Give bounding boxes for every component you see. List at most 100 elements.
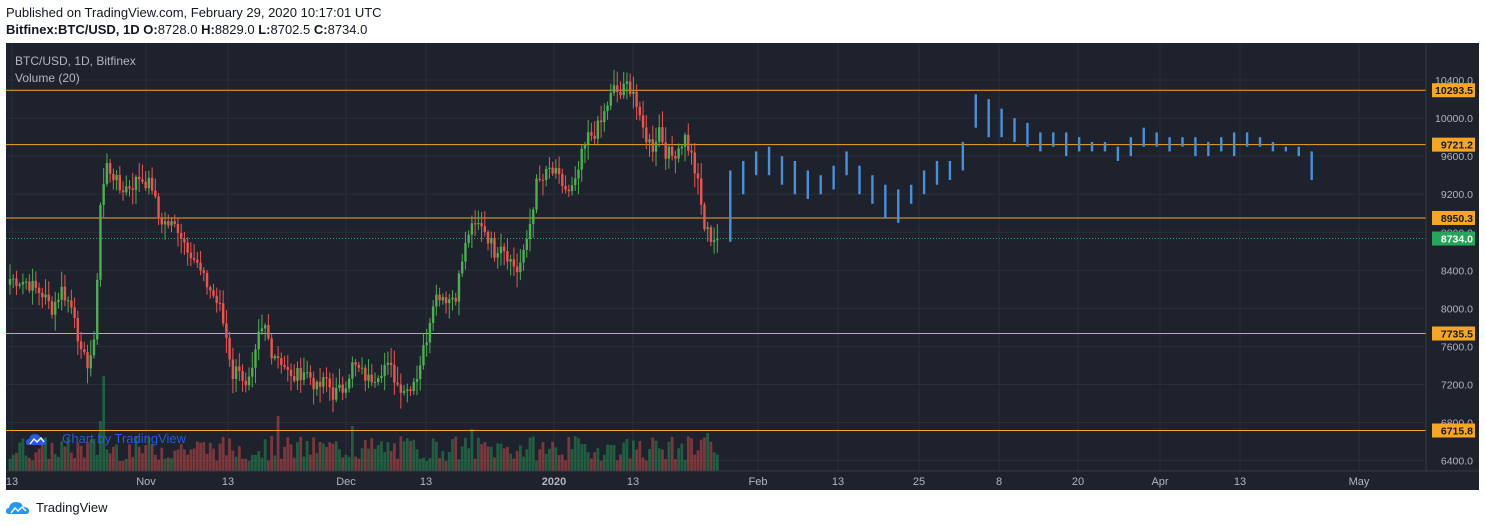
- candle-body: [73, 307, 76, 319]
- candle-body: [328, 378, 331, 388]
- candle-body: [344, 388, 348, 393]
- volume-bar: [150, 443, 154, 471]
- candle-body: [709, 227, 713, 242]
- volume-bar: [131, 456, 135, 471]
- projection-bar: [1052, 132, 1055, 147]
- projection-bar: [767, 146, 771, 176]
- candle-body: [70, 300, 73, 308]
- projection-bar: [1194, 137, 1197, 157]
- price-chart[interactable]: 10400.010000.09600.09200.08800.08400.080…: [6, 43, 1479, 490]
- projection-bar: [1310, 151, 1313, 180]
- candle-body: [76, 318, 80, 342]
- candle-body: [512, 259, 516, 267]
- candle-body: [357, 364, 361, 368]
- volume-bar: [215, 460, 219, 471]
- volume-bar: [363, 439, 367, 471]
- price-axis: 10400.010000.09600.09200.08800.08400.080…: [1425, 43, 1479, 490]
- volume-bar: [409, 441, 412, 471]
- candle-body: [570, 185, 574, 192]
- candle-body: [315, 381, 319, 390]
- candle-body: [619, 91, 622, 96]
- candle-body: [8, 279, 12, 285]
- candle-body: [499, 246, 503, 254]
- candle-body: [564, 185, 567, 190]
- volume-bar: [15, 452, 18, 471]
- candle-body: [690, 150, 693, 153]
- projection-bar: [1142, 127, 1145, 147]
- projection-bar: [1284, 146, 1288, 152]
- volume-bar: [163, 458, 167, 471]
- candle-body: [467, 234, 470, 243]
- volume-bar: [95, 454, 99, 471]
- candle-body: [338, 384, 341, 388]
- volume-bar: [111, 446, 115, 471]
- candle-body: [228, 337, 231, 360]
- candle-body: [648, 139, 651, 143]
- volume-bar: [428, 458, 432, 471]
- candle-body: [205, 272, 209, 288]
- volume-bar: [628, 458, 632, 471]
- volume-bar: [237, 446, 241, 471]
- volume-bar: [651, 437, 655, 471]
- projection-bar: [729, 170, 732, 242]
- x-tick-label: Feb: [749, 476, 768, 488]
- volume-label: Volume (20): [15, 71, 80, 85]
- volume-bar: [89, 439, 93, 471]
- volume-bar: [208, 442, 212, 471]
- candle-body: [538, 178, 541, 180]
- candle-body: [238, 366, 241, 372]
- candle-body: [441, 297, 445, 301]
- candle-body: [525, 238, 528, 250]
- volume-bar: [544, 453, 548, 471]
- candle-body: [628, 81, 632, 95]
- volume-bar: [635, 449, 639, 471]
- candle-body: [461, 261, 464, 274]
- x-tick-label: 13: [627, 476, 639, 488]
- candle-body: [364, 367, 367, 381]
- candle-body: [383, 364, 386, 376]
- candle-body: [318, 381, 322, 387]
- candle-body: [221, 303, 225, 324]
- candle-body: [18, 284, 21, 286]
- candle-body: [548, 167, 551, 170]
- candle-body: [667, 146, 671, 159]
- volume-bar: [715, 454, 719, 471]
- candle-body: [464, 242, 467, 262]
- volume-bar: [231, 450, 235, 471]
- close-value: 8734.0: [327, 22, 368, 37]
- volume-bar: [308, 454, 312, 471]
- projection-bar: [974, 94, 977, 128]
- candle-body: [557, 168, 561, 175]
- candle-body: [86, 352, 89, 369]
- ohlc-legend: Bitfinex:BTC/USD, 1D O:8728.0 H:8829.0 L…: [6, 22, 367, 37]
- candle-body: [121, 190, 125, 193]
- volume-bar: [50, 442, 54, 471]
- volume-bar: [128, 444, 131, 471]
- level-label: 6715.8: [1441, 426, 1473, 438]
- volume-bar: [541, 442, 545, 471]
- candle-body: [603, 111, 606, 123]
- candle-body: [680, 146, 684, 149]
- close-label: C:: [313, 22, 328, 37]
- volume-bar: [273, 455, 277, 471]
- volume-bar: [596, 448, 600, 471]
- candle-body: [102, 183, 105, 205]
- candle-body: [179, 233, 183, 239]
- candle-body: [651, 139, 654, 152]
- candle-body: [351, 362, 354, 379]
- candle-body: [325, 377, 328, 379]
- volume-bar: [493, 457, 496, 471]
- candle-body: [431, 306, 435, 323]
- volume-bar: [267, 460, 270, 471]
- candle-body: [331, 387, 335, 400]
- volume-bar: [467, 448, 471, 471]
- candle-body: [199, 262, 202, 271]
- projection-bar: [961, 141, 965, 171]
- volume-bar: [321, 443, 325, 471]
- projection-bar: [742, 160, 745, 195]
- candle-body: [309, 372, 312, 378]
- candle-body: [561, 174, 564, 186]
- volume-bar: [470, 429, 474, 471]
- volume-bar: [502, 448, 506, 471]
- volume-bar: [525, 449, 529, 471]
